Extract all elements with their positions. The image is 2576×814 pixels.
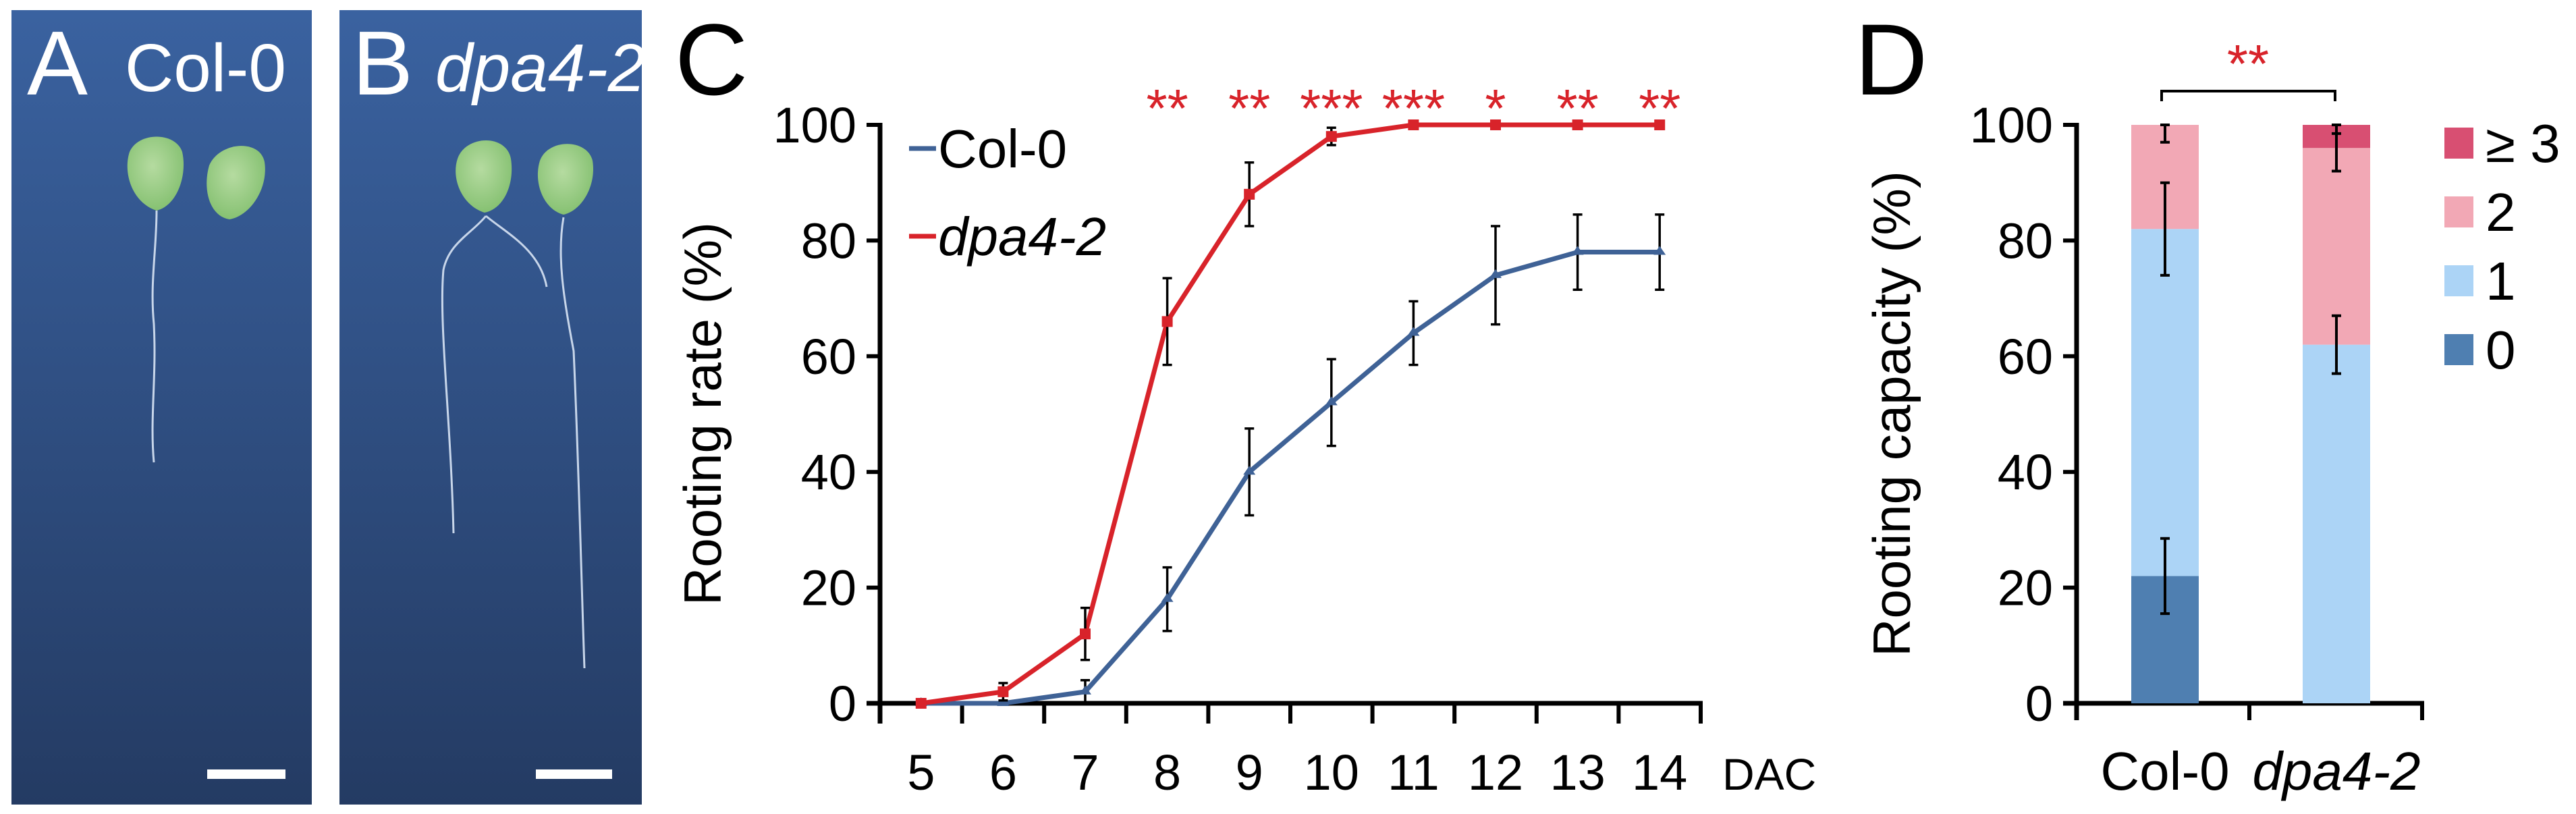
x-tick-label: 13 <box>1550 744 1605 801</box>
data-point <box>1161 316 1173 327</box>
data-point <box>1080 628 1091 640</box>
legend-label: dpa4-2 <box>938 207 1106 267</box>
bar-segment-1 <box>2131 229 2199 576</box>
rooting-capacity-chart: D Rooting capacity (%) ** 020406080100Co… <box>1855 3 2560 801</box>
y-tick-label: 20 <box>801 560 856 616</box>
error-bar <box>2160 537 2170 616</box>
panel-letter-b: B <box>352 12 413 114</box>
genotype-label-b: dpa4-2 <box>435 30 645 106</box>
photo-panel-a: A Col-0 <box>11 10 312 805</box>
x-tick-label: 8 <box>1153 744 1181 801</box>
x-tick-label: 12 <box>1468 744 1523 801</box>
data-point <box>1161 593 1174 602</box>
significance-marker: ** <box>2227 34 2269 94</box>
y-tick-label: 60 <box>1998 329 2053 385</box>
legend: Col-0 dpa4-2 <box>909 119 1106 267</box>
x-tick-label: 11 <box>1388 744 1440 801</box>
data-point <box>1325 131 1337 142</box>
x-tick-label: 9 <box>1236 744 1263 801</box>
error-bar <box>2332 314 2341 375</box>
significance-marker: *** <box>1300 78 1363 138</box>
legend-label: 1 <box>2486 251 2516 311</box>
data-point <box>1243 466 1256 475</box>
data-point <box>1407 327 1420 336</box>
category-label: Col-0 <box>2100 741 2229 801</box>
x-axis-label: DAC <box>1722 749 1816 799</box>
data-point <box>1653 246 1666 255</box>
y-tick-label: 60 <box>801 329 856 385</box>
data-point <box>1244 188 1255 200</box>
photo-panel-b: B dpa4-2 <box>339 10 645 805</box>
y-tick-label: 80 <box>1998 213 2053 269</box>
bar-segment-1 <box>2303 344 2370 703</box>
series-line-Col-0 <box>921 250 1660 706</box>
category-label: dpa4-2 <box>2252 741 2420 801</box>
y-tick-label: 0 <box>829 676 856 732</box>
x-tick-label: 6 <box>989 744 1017 801</box>
data-point <box>1325 396 1338 406</box>
data-point <box>1489 269 1502 278</box>
panel-letter-c: C <box>675 3 748 116</box>
seedling <box>127 136 265 463</box>
y-tick-label: 0 <box>2025 676 2053 732</box>
error-bar <box>2160 124 2170 144</box>
data-point <box>1572 119 1583 130</box>
significance-marker: ** <box>1556 78 1598 138</box>
genotype-label-a: Col-0 <box>125 30 286 106</box>
significance-marker: ** <box>1146 78 1188 138</box>
legend-swatch <box>2444 334 2473 365</box>
y-tick-label: 80 <box>801 213 856 269</box>
error-bar <box>2332 124 2341 135</box>
y-tick-label: 40 <box>801 444 856 500</box>
scale-bar <box>207 769 285 779</box>
data-point <box>915 698 927 709</box>
panel-letter-a: A <box>27 12 88 114</box>
legend-label: 0 <box>2486 320 2516 380</box>
data-point <box>1408 119 1419 130</box>
y-tick-label: 100 <box>773 97 856 153</box>
x-tick-label: 5 <box>907 744 935 801</box>
x-tick-label: 14 <box>1632 744 1687 801</box>
data-point <box>1654 119 1666 130</box>
significance-bracket <box>2160 90 2336 101</box>
significance-marker: ** <box>1639 78 1680 138</box>
y-axis-label: Rooting capacity (%) <box>1862 171 1921 657</box>
y-tick-label: 20 <box>1998 560 2053 616</box>
data-point <box>997 686 1009 697</box>
panel-letter-d: D <box>1855 3 1927 116</box>
y-tick-label: 40 <box>1998 444 2053 500</box>
bar-segment-2 <box>2303 148 2370 345</box>
y-axis-label: Rooting rate (%) <box>673 222 732 605</box>
y-tick-label: 100 <box>1970 97 2053 153</box>
legend-swatch <box>2444 128 2473 159</box>
data-point <box>1571 246 1584 255</box>
legend-swatch <box>2444 265 2473 296</box>
scale-bar <box>536 769 612 779</box>
series-line-dpa4-2 <box>921 122 1660 706</box>
data-point <box>997 697 1010 706</box>
data-point <box>1490 119 1501 130</box>
x-tick-label: 10 <box>1304 744 1359 801</box>
legend-label: Col-0 <box>938 119 1067 179</box>
error-bar <box>2160 181 2170 277</box>
significance-marker: * <box>1485 78 1506 138</box>
x-tick-label: 7 <box>1071 744 1099 801</box>
significance-marker: *** <box>1382 78 1445 138</box>
rooting-rate-chart: C Rooting rate (%) DAC Col-0 dpa4-2 0 20 40… <box>673 3 1816 801</box>
legend-swatch <box>2444 196 2473 227</box>
data-point <box>1079 685 1091 695</box>
significance-marker: ** <box>1228 78 1270 138</box>
legend-label: ≥ 3 <box>2486 113 2560 173</box>
legend-label: 2 <box>2486 182 2516 242</box>
seedling <box>441 140 593 669</box>
